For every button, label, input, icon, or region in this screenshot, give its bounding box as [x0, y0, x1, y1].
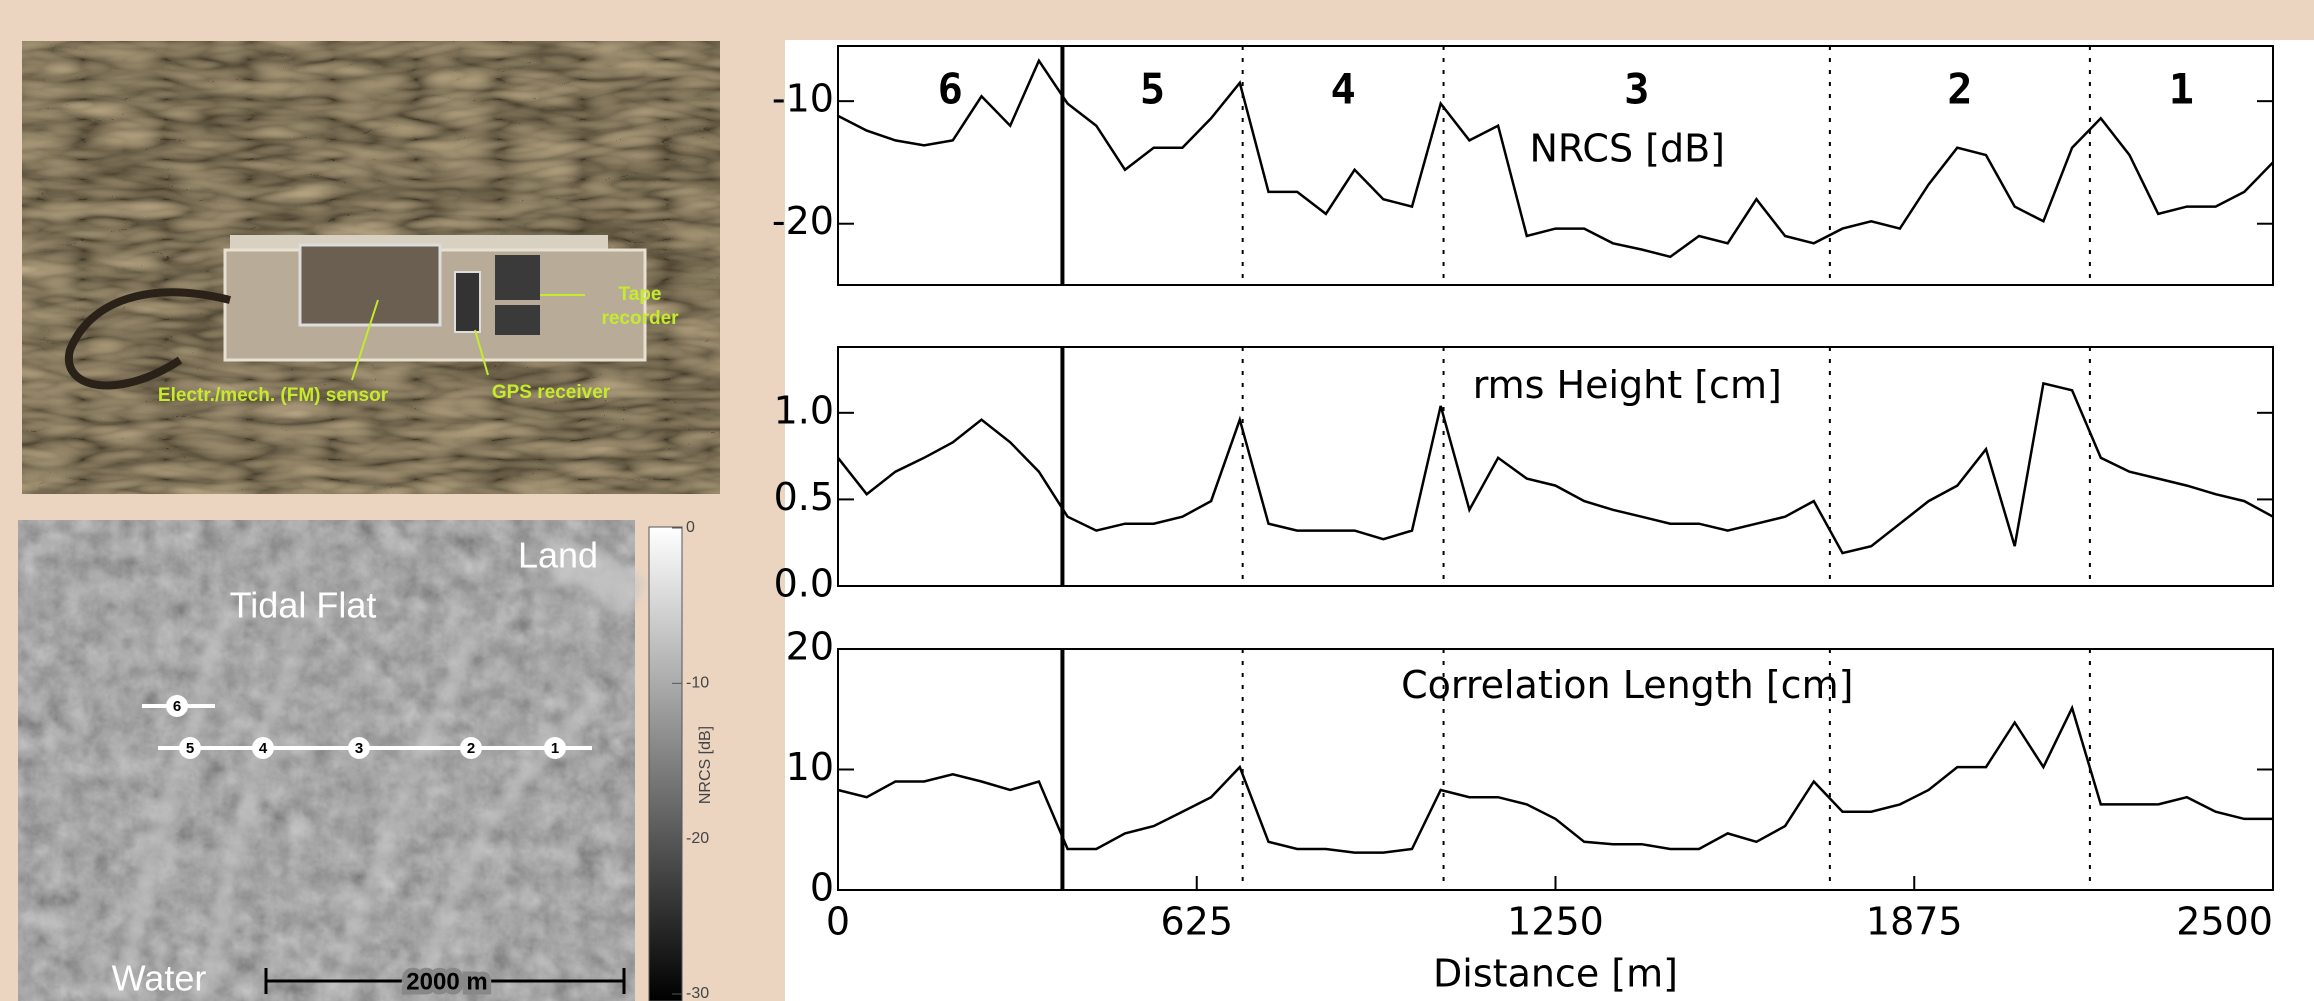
photo-label: GPS receiver [492, 382, 611, 403]
section-label: 5 [1140, 65, 1165, 114]
track-marker [179, 737, 201, 759]
track-marker-label: 6 [173, 698, 181, 715]
track-marker [544, 737, 566, 759]
x-tick-label: 1875 [1866, 900, 1963, 944]
x-axis-label: Distance [m] [1433, 952, 1678, 996]
data-line [837, 704, 2273, 854]
section-label: 4 [1330, 65, 1355, 114]
section-label: 6 [938, 65, 963, 114]
plot-frame [837, 346, 2274, 587]
track-marker [348, 737, 370, 759]
x-tick-label: 625 [1160, 900, 1233, 944]
x-tick-label: 1250 [1507, 900, 1604, 944]
plot-frame [837, 45, 2274, 286]
panel-annotation: Correlation Length [cm] [1401, 663, 1853, 707]
y-tick-label: 20 [786, 625, 834, 669]
map-label: Water [112, 958, 207, 999]
data-line [837, 58, 2274, 259]
colorbar-tick-label: -10 [686, 675, 709, 692]
track-marker-label: 2 [467, 740, 475, 757]
y-tick-label: 0.5 [774, 475, 834, 519]
x-tick-label: 0 [826, 900, 850, 944]
colorbar-tick-label: -20 [686, 830, 709, 847]
track-marker-label: 5 [186, 740, 194, 757]
panel-annotation: rms Height [cm] [1473, 363, 1782, 407]
section-label: 3 [1624, 65, 1649, 114]
track-marker-label: 3 [355, 740, 363, 757]
map-label: Tidal Flat [230, 585, 377, 626]
panel-annotation: NRCS [dB] [1529, 127, 1725, 171]
section-label: 1 [2169, 65, 2194, 114]
sar-image [18, 520, 683, 1001]
photo-label: Electr./mech. (FM) sensor [158, 385, 389, 406]
photo-label: recorder [601, 308, 679, 329]
y-tick-label: 0.0 [774, 562, 834, 606]
y-tick-label: -10 [772, 77, 834, 121]
map-label: Land [518, 535, 598, 576]
y-tick-label: -20 [772, 199, 834, 243]
track-marker-label: 1 [551, 740, 559, 757]
track-marker [460, 737, 482, 759]
y-tick-label: 10 [786, 745, 834, 789]
photo-label: Tape [619, 284, 662, 305]
track-marker [252, 737, 274, 759]
track-marker [166, 695, 188, 717]
photo [22, 41, 720, 494]
data-line [837, 381, 2274, 555]
section-label: 2 [1947, 65, 1972, 114]
colorbar-tick-label: 0 [686, 519, 695, 536]
y-tick-label: 0 [810, 866, 834, 910]
track-marker-label: 4 [259, 740, 268, 757]
chart-area [785, 40, 2314, 1001]
x-tick-label: 2500 [2176, 900, 2273, 944]
scale-label: 2000 m [406, 968, 487, 995]
colorbar-label: NRCS [dB] [697, 726, 714, 804]
colorbar-tick-label: -30 [686, 985, 709, 1001]
y-tick-label: 1.0 [774, 388, 834, 432]
